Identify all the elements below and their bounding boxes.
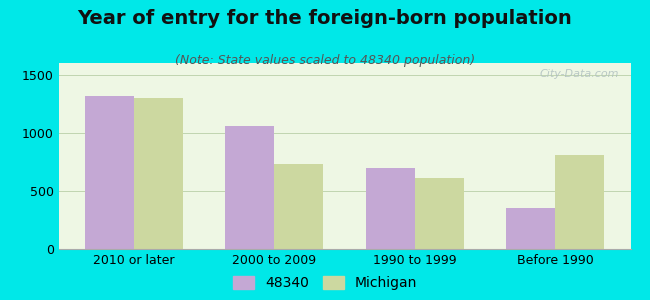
Bar [225,126,274,249]
Bar [506,208,555,249]
Bar [365,168,415,249]
Bar [84,95,134,249]
Text: City-Data.com: City-Data.com [540,69,619,79]
Bar [274,164,324,249]
Text: (Note: State values scaled to 48340 population): (Note: State values scaled to 48340 popu… [175,54,475,67]
Bar [134,98,183,249]
Legend: 48340, Michigan: 48340, Michigan [233,276,417,290]
Bar [415,178,464,249]
Bar [555,155,605,249]
Text: Year of entry for the foreign-born population: Year of entry for the foreign-born popul… [77,9,573,28]
